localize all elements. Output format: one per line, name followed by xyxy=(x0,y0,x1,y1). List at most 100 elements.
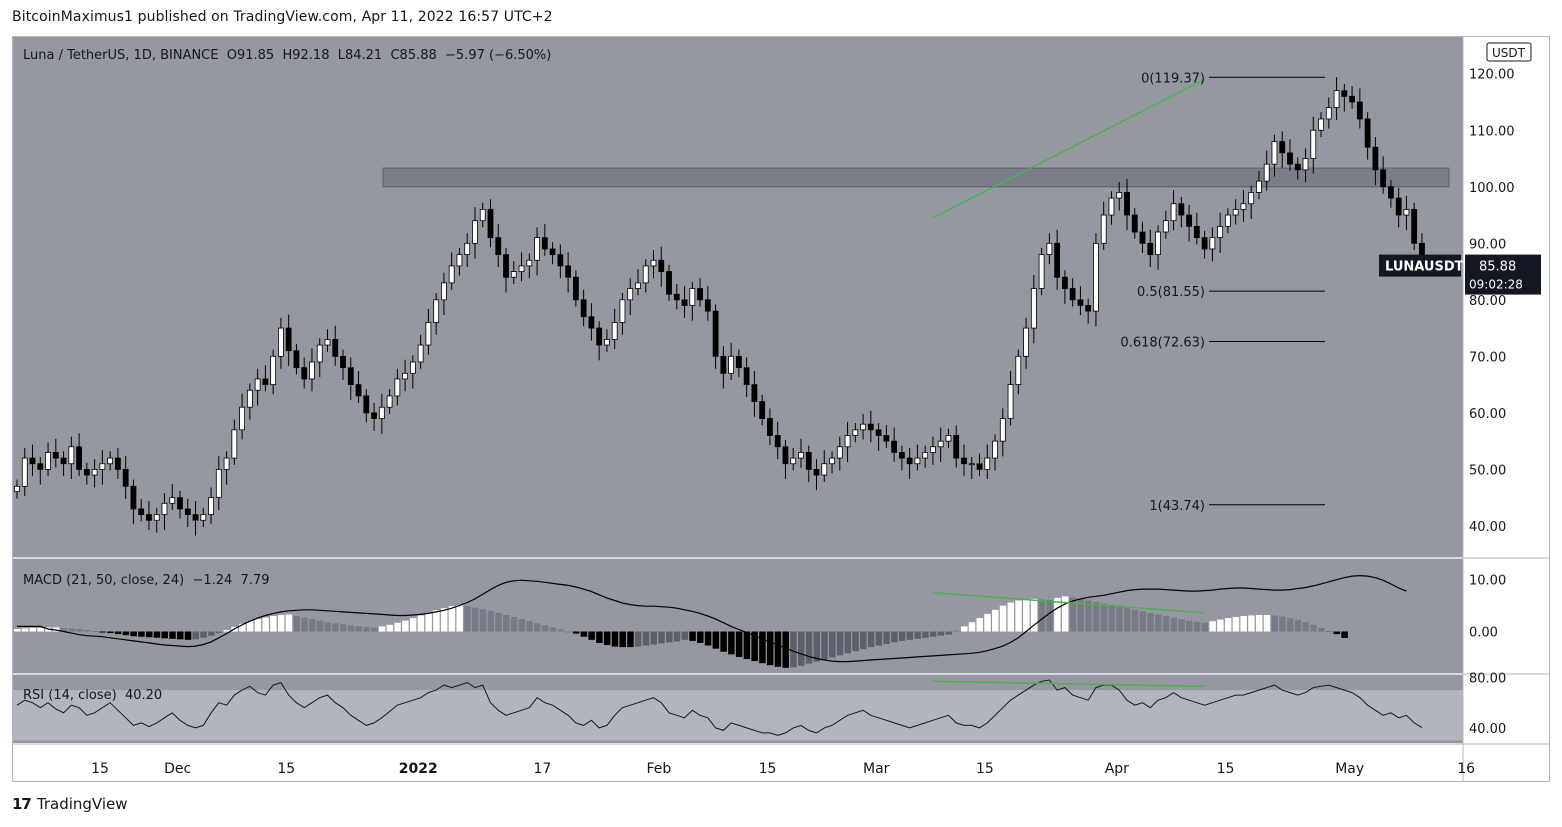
macd-bar-negative xyxy=(790,631,797,668)
candle-down xyxy=(115,457,121,470)
candle-up xyxy=(1007,384,1014,419)
macd-bar-positive xyxy=(534,623,541,632)
candle-up xyxy=(1240,203,1247,210)
macd-bar-positive xyxy=(1310,624,1317,632)
candle-down xyxy=(774,435,781,448)
macd-bar-positive xyxy=(316,620,324,632)
x-tick-label: Feb xyxy=(646,761,671,777)
candle-up xyxy=(1209,237,1216,250)
rsi-legend-part: 40.20 xyxy=(125,688,162,703)
macd-bar-positive xyxy=(254,619,262,632)
candle-up xyxy=(922,452,929,459)
last-price-label: 85.88 xyxy=(1479,260,1516,275)
candle-up xyxy=(937,440,944,448)
macd-bar-positive xyxy=(1155,614,1162,632)
rsi-trendline xyxy=(932,680,1205,688)
macd-bar-positive xyxy=(471,607,479,632)
candle-up xyxy=(844,435,851,448)
y-tick-label: 120.00 xyxy=(1469,68,1515,83)
candle-up xyxy=(68,446,75,465)
y-tick-label: 60.00 xyxy=(1469,407,1506,422)
macd-bar-positive xyxy=(293,616,300,632)
macd-bar-positive xyxy=(1325,631,1333,633)
candle-down xyxy=(666,271,672,295)
macd-bar-positive xyxy=(1279,616,1286,632)
legend-part: H xyxy=(282,48,292,63)
macd-bar-positive xyxy=(1077,598,1084,632)
macd-bar-positive xyxy=(1193,621,1201,632)
macd-bar-positive xyxy=(285,614,293,632)
candle-up xyxy=(1038,254,1045,289)
macd-bar-positive xyxy=(479,609,487,632)
candle-down xyxy=(347,367,354,386)
macd-bar-negative xyxy=(130,631,137,637)
candle-up xyxy=(246,389,253,408)
macd-bar-positive xyxy=(1100,603,1108,632)
candle-up xyxy=(836,446,843,459)
candle-up xyxy=(1271,141,1278,165)
candle-up xyxy=(378,406,385,419)
candle-up xyxy=(99,463,106,470)
footer: 17 TradingView xyxy=(12,795,128,813)
macd-bar-positive xyxy=(1092,602,1100,632)
macd-bar-positive xyxy=(239,623,246,632)
footer-brand: TradingView xyxy=(36,795,128,813)
macd-bar-positive xyxy=(1038,599,1046,632)
macd-bar-positive xyxy=(1232,617,1240,632)
macd-bar-positive xyxy=(378,626,386,632)
candle-up xyxy=(91,468,98,476)
candle-up xyxy=(728,355,735,374)
macd-bar-negative xyxy=(580,631,588,637)
candle-down xyxy=(883,435,890,442)
macd-legend-part xyxy=(184,573,192,588)
macd-bar-positive xyxy=(1108,605,1115,632)
macd-bar-positive xyxy=(1061,596,1069,632)
macd-bar-positive xyxy=(1255,614,1263,632)
y-tick-label: 90.00 xyxy=(1469,237,1506,252)
legend-part: −5.97 (−6.50%) xyxy=(445,48,551,63)
rsi-legend: RSI (14, close) 40.20 xyxy=(23,688,162,703)
macd-legend-part: −1.24 xyxy=(192,573,232,588)
candle-up xyxy=(1403,208,1410,216)
macd-bar-negative xyxy=(743,631,751,660)
chart-frame[interactable]: 120.00 110.00 100.00 90.00 80.00 70.00 60.00 50… xyxy=(12,36,1550,782)
y-tick-label: 100.00 xyxy=(1469,181,1515,196)
candle-up xyxy=(316,344,323,363)
candle-down xyxy=(704,299,711,312)
macd-bar-negative xyxy=(829,631,836,658)
candle-down xyxy=(503,254,509,278)
candle-down xyxy=(557,254,564,267)
macd-bar-negative xyxy=(650,631,657,645)
macd-bar-negative xyxy=(805,631,813,664)
candle-up xyxy=(270,355,277,386)
macd-bar-positive xyxy=(1201,622,1209,632)
chart-svg[interactable]: 120.00 110.00 100.00 90.00 80.00 70.00 60.00 50… xyxy=(13,37,1549,781)
macd-bar-negative xyxy=(766,631,774,666)
candle-down xyxy=(1294,163,1301,171)
macd-bar-negative xyxy=(627,631,634,648)
macd-bar-negative xyxy=(200,631,207,638)
macd-bar-negative xyxy=(596,631,603,643)
candle-up xyxy=(945,435,952,442)
candle-up xyxy=(914,457,921,465)
candle-up xyxy=(510,271,517,278)
candle-up xyxy=(611,322,618,340)
macd-bar-negative xyxy=(774,631,782,667)
macd-bar-positive xyxy=(402,620,409,632)
macd-bar-positive xyxy=(1248,615,1255,632)
legend-part: O xyxy=(227,48,237,63)
macd-bar-negative xyxy=(759,631,766,664)
macd-bar-positive xyxy=(1170,617,1178,632)
macd-bar-positive xyxy=(1116,606,1123,632)
macd-bar-positive xyxy=(1224,618,1232,632)
macd-bar-negative xyxy=(883,631,890,644)
candle-up xyxy=(278,327,284,357)
macd-bar-negative xyxy=(153,631,161,638)
macd-bar-positive xyxy=(487,610,494,632)
macd-bar-negative xyxy=(184,631,192,640)
macd-bar-negative xyxy=(914,631,921,639)
macd-bar-negative xyxy=(751,631,758,662)
macd-bar-negative xyxy=(122,631,130,636)
macd-bar-positive xyxy=(1123,608,1131,632)
macd-bar-negative xyxy=(937,631,945,636)
